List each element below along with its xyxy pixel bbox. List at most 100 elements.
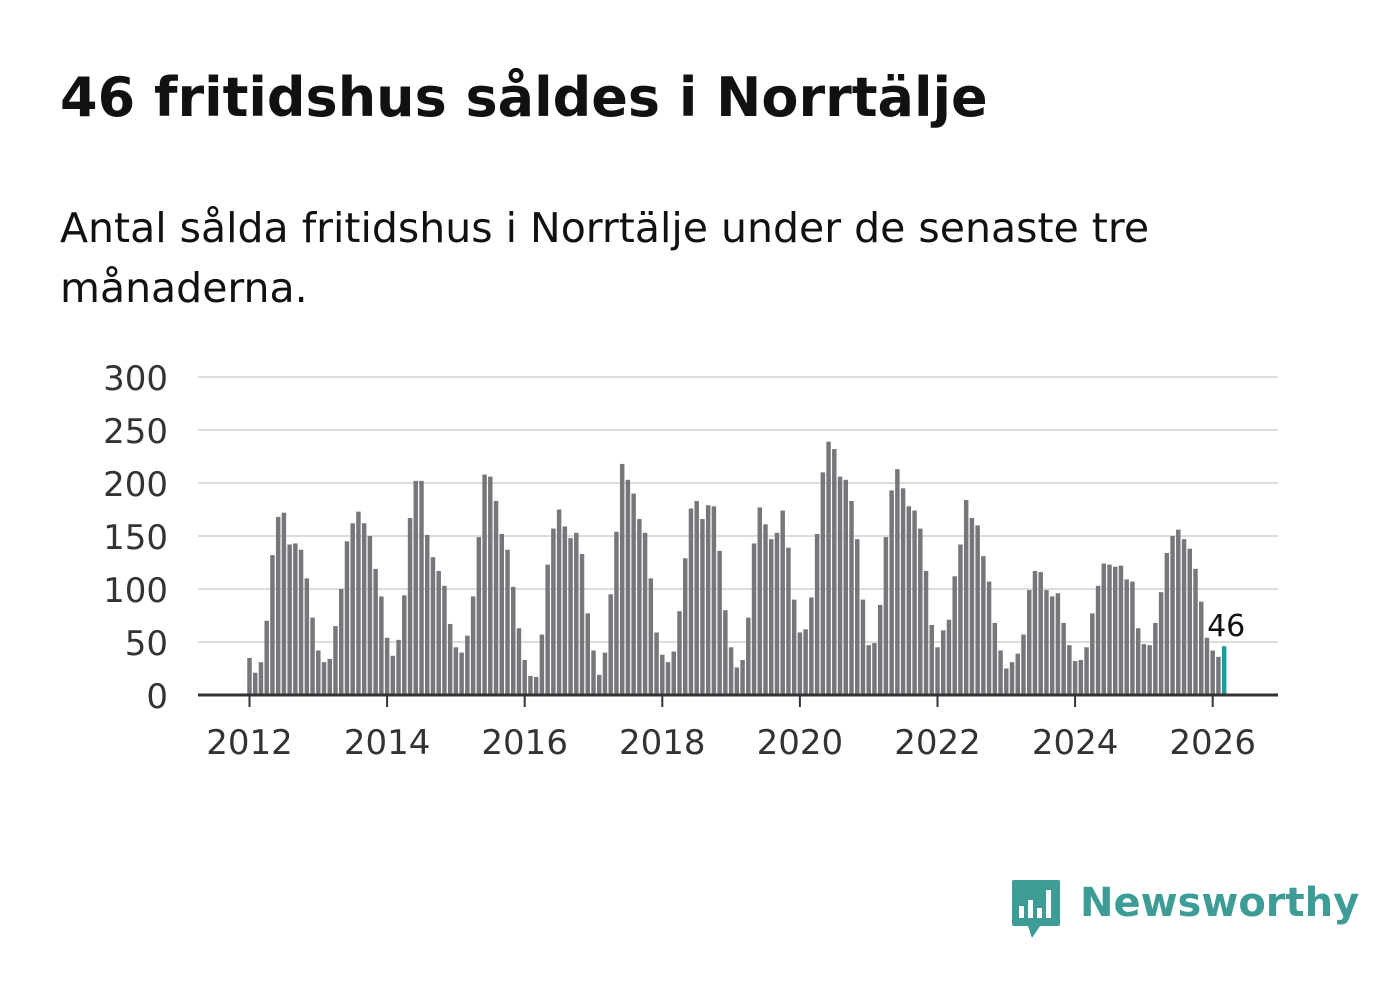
bar bbox=[333, 626, 338, 695]
bar bbox=[356, 511, 361, 695]
bar bbox=[574, 532, 579, 695]
bar bbox=[883, 537, 889, 695]
bar bbox=[774, 532, 780, 695]
chart-subtitle: Antal sålda fritidshus i Norrtälje under… bbox=[60, 204, 1150, 312]
bar bbox=[1181, 539, 1187, 695]
bar bbox=[912, 510, 917, 695]
bar bbox=[511, 586, 516, 695]
x-tick-label: 2012 bbox=[206, 723, 293, 763]
bar bbox=[751, 543, 757, 695]
bar bbox=[390, 655, 396, 695]
bar bbox=[293, 543, 298, 695]
bar bbox=[1101, 563, 1106, 695]
bar bbox=[396, 639, 401, 695]
bar bbox=[505, 549, 510, 695]
bar bbox=[1032, 570, 1038, 695]
y-tick-label: 100 bbox=[103, 571, 168, 611]
bar bbox=[350, 523, 355, 695]
bar bbox=[946, 619, 952, 695]
bar bbox=[499, 533, 504, 695]
bar bbox=[516, 628, 522, 695]
bar bbox=[614, 531, 619, 695]
bar bbox=[402, 595, 407, 695]
x-tick-label: 2026 bbox=[1169, 723, 1256, 763]
bar bbox=[1090, 613, 1095, 695]
bar bbox=[482, 474, 487, 695]
highlight-value-label: 46 bbox=[1207, 609, 1245, 644]
bar bbox=[597, 674, 602, 695]
bar bbox=[665, 662, 671, 695]
bar bbox=[866, 645, 871, 695]
bar bbox=[1021, 634, 1026, 695]
bar bbox=[442, 585, 447, 695]
bar bbox=[361, 523, 367, 695]
bar bbox=[992, 622, 998, 695]
brand-name: Newsworthy bbox=[1080, 880, 1360, 926]
x-tick-label: 2018 bbox=[619, 723, 706, 763]
bar bbox=[1072, 661, 1078, 695]
bar bbox=[493, 501, 499, 695]
bar bbox=[986, 581, 992, 695]
bar bbox=[958, 544, 963, 695]
bar bbox=[763, 524, 768, 695]
bar bbox=[1153, 622, 1158, 695]
bar bbox=[1164, 552, 1170, 695]
bar bbox=[1176, 529, 1181, 695]
bar bbox=[734, 667, 740, 695]
bar bbox=[253, 672, 258, 695]
y-tick-label: 50 bbox=[125, 624, 168, 664]
bar bbox=[906, 506, 912, 695]
y-axis-ticks: 0 50 100 150 200 250 300 bbox=[103, 359, 168, 717]
bar bbox=[694, 501, 699, 695]
bar bbox=[1113, 566, 1118, 695]
bar bbox=[746, 617, 751, 695]
bar bbox=[476, 537, 482, 695]
bar bbox=[533, 676, 539, 695]
bar bbox=[757, 507, 762, 695]
bar bbox=[671, 651, 676, 695]
y-tick-label: 250 bbox=[103, 412, 168, 452]
bar bbox=[384, 637, 390, 695]
bar bbox=[1135, 628, 1141, 695]
bar bbox=[723, 610, 728, 695]
bar bbox=[1049, 596, 1055, 695]
bar bbox=[642, 532, 648, 695]
x-tick-label: 2014 bbox=[344, 723, 431, 763]
bar bbox=[1027, 590, 1032, 695]
bar bbox=[717, 550, 722, 695]
bar bbox=[1170, 536, 1175, 695]
bar bbox=[562, 526, 568, 695]
y-tick-label: 0 bbox=[146, 677, 168, 717]
bar bbox=[963, 499, 969, 695]
bar bbox=[1124, 579, 1129, 695]
bar bbox=[803, 629, 808, 695]
bar bbox=[786, 547, 791, 695]
bar bbox=[1118, 565, 1124, 695]
bar bbox=[436, 570, 441, 695]
bar bbox=[820, 472, 826, 695]
bar bbox=[298, 549, 304, 695]
bar bbox=[407, 517, 413, 695]
bar bbox=[447, 623, 453, 695]
bar bbox=[367, 536, 373, 695]
bar bbox=[1141, 644, 1147, 695]
bar bbox=[430, 557, 436, 695]
bar bbox=[528, 675, 533, 695]
bar bbox=[1078, 660, 1084, 695]
bar bbox=[700, 519, 705, 695]
bar bbox=[969, 517, 975, 695]
bar bbox=[264, 620, 269, 695]
bar bbox=[258, 662, 264, 695]
bar bbox=[849, 501, 854, 695]
bar-highlight bbox=[1221, 646, 1227, 695]
highlight-label-group: 46 bbox=[1203, 605, 1249, 648]
bar bbox=[287, 544, 292, 695]
bar bbox=[814, 533, 820, 695]
bar bbox=[1061, 622, 1066, 695]
bar bbox=[379, 596, 384, 695]
bar bbox=[631, 493, 636, 695]
bar bbox=[677, 611, 682, 695]
bar bbox=[1216, 656, 1221, 695]
bar bbox=[465, 635, 470, 695]
